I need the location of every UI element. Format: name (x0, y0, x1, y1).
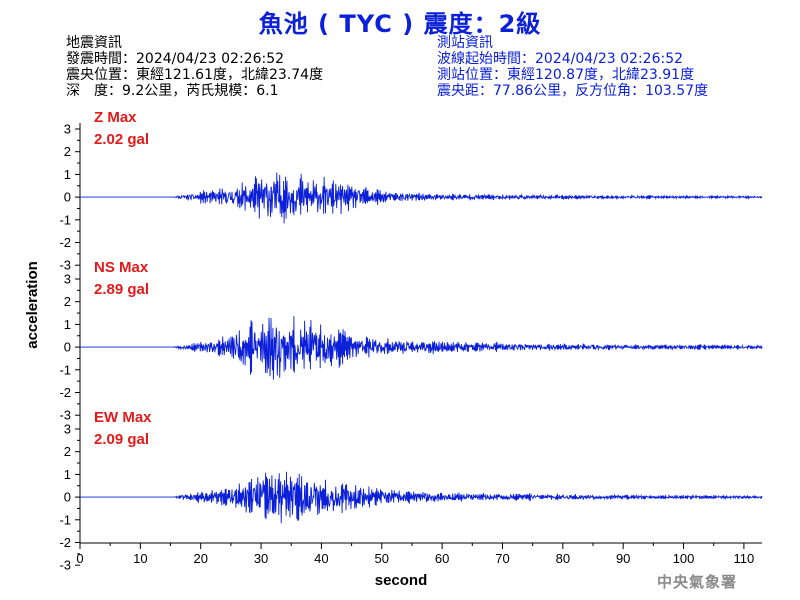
y-tick-label-ew: -1 (59, 512, 71, 527)
waveform-trace-ns (80, 316, 763, 380)
y-tick-label-ew: 1 (64, 467, 71, 482)
y-tick-label-ns: 1 (64, 317, 71, 332)
epicentral-distance: 震央距：77.86公里，反方位角：103.57度 (437, 83, 709, 99)
y-tick-label-ew: 0 (64, 490, 71, 505)
wave-start-time: 波線起始時間：2024/04/23 02:26:52 (437, 51, 684, 67)
agency-credit: 中央氣象署 (657, 573, 738, 591)
max-value-ns: 2.89 gal (94, 281, 149, 298)
y-tick-label-ns: -1 (59, 362, 71, 377)
x-tick-label: 10 (133, 551, 147, 566)
x-tick-label: 60 (435, 551, 449, 566)
max-label-z: Z Max (94, 109, 137, 126)
y-axis-title: acceleration (24, 261, 41, 349)
epicenter-location: 震央位置：東經121.61度，北緯23.74度 (66, 67, 324, 83)
y-tick-label-ew: -2 (59, 535, 71, 550)
x-tick-label: 20 (193, 551, 207, 566)
depth-magnitude: 深 度：9.2公里，芮氏規模：6.1 (66, 83, 279, 99)
station-info-heading: 測站資訊 (437, 35, 493, 51)
y-tick-label-z: -3 (59, 258, 71, 273)
x-axis-title: second (375, 572, 428, 589)
x-tick-label: 90 (616, 551, 630, 566)
x-tick-label: 70 (495, 551, 509, 566)
origin-time: 發震時間：2024/04/23 02:26:52 (66, 51, 285, 67)
y-tick-label-z: -1 (59, 212, 71, 227)
y-tick-label-ew: -3 (59, 558, 71, 573)
max-label-ew: EW Max (94, 409, 152, 426)
y-tick-label-ns: 2 (64, 294, 71, 309)
page-title: 魚池 ( TYC ) 震度：2級 (258, 10, 542, 38)
x-tick-label: 80 (556, 551, 570, 566)
waveform-trace-z (80, 172, 763, 224)
max-value-z: 2.02 gal (94, 131, 149, 148)
y-tick-label-ns: 0 (64, 340, 71, 355)
y-tick-label-ew: 2 (64, 444, 71, 459)
y-tick-label-ns: -3 (59, 408, 71, 423)
x-tick-label: 40 (314, 551, 328, 566)
x-tick-label: 110 (734, 551, 755, 566)
y-tick-label-z: -2 (59, 235, 71, 250)
x-tick-label: 30 (254, 551, 268, 566)
y-tick-label-z: 0 (64, 190, 71, 205)
x-tick-label: 50 (375, 551, 389, 566)
waveform-trace-ew (80, 471, 763, 524)
station-location: 測站位置：東經120.87度，北緯23.91度 (437, 67, 695, 83)
event-info-heading: 地震資訊 (66, 35, 122, 51)
y-tick-label-ns: -2 (59, 385, 71, 400)
y-tick-label-ns: 3 (64, 272, 71, 287)
max-value-ew: 2.09 gal (94, 431, 149, 448)
event-info: 地震資訊 發震時間：2024/04/23 02:26:52 震央位置：東經121… (66, 35, 323, 99)
y-tick-label-z: 3 (64, 122, 71, 137)
station-info: 測站資訊 波線起始時間：2024/04/23 02:26:52 測站位置：東經1… (437, 35, 708, 99)
y-tick-label-ew: 3 (64, 422, 71, 437)
y-tick-label-z: 2 (64, 144, 71, 159)
max-label-ns: NS Max (94, 259, 149, 276)
x-tick-label: 0 (76, 551, 83, 566)
x-tick-label: 100 (673, 551, 695, 566)
y-tick-label-z: 1 (64, 167, 71, 182)
